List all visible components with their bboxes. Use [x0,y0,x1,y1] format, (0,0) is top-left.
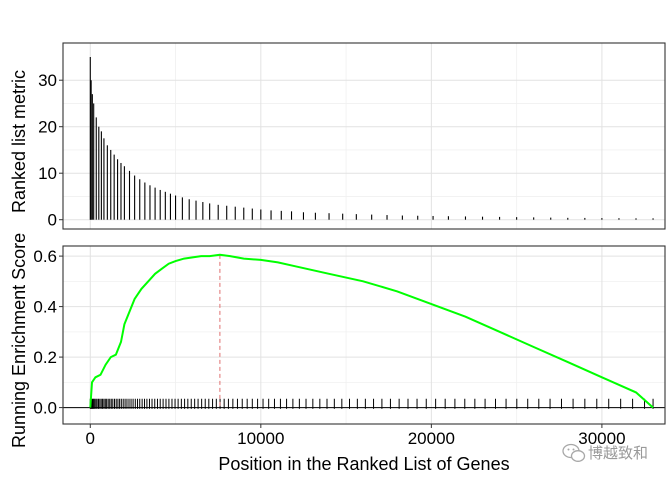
bottom-y-axis: 0.0 0.2 0.4 0.6 [33,247,63,418]
ranked-metric-panel: 0 10 20 30 [38,42,666,230]
y-tick-label: 10 [38,164,57,183]
x-axis: 0 10000 20000 30000 [86,424,626,448]
wechat-icon [562,443,586,462]
y-axis-title-top: Ranked list metric [9,70,29,213]
running-enrichment-line [89,253,654,409]
top-panel-grid [63,43,665,229]
y-tick-label: 0.6 [33,247,57,266]
bottom-panel-border [62,245,666,425]
y-tick-label: 20 [38,118,57,137]
watermark-text: 博越致和 [588,445,648,462]
top-panel-border [62,42,666,230]
x-tick-label: 0 [86,429,95,448]
y-tick-label: 0.2 [33,348,57,367]
y-tick-label: 30 [38,71,57,90]
x-tick-label: 20000 [408,429,455,448]
x-tick-label: 10000 [237,429,284,448]
y-tick-label: 0 [48,211,57,230]
y-tick-label: 0.0 [33,399,57,418]
ranked-metric-bars [89,56,654,220]
running-enrichment-panel: 0.0 0.2 0.4 0.6 [33,245,666,425]
y-axis-title-bottom: Running Enrichment Score [9,233,29,448]
top-panel-background [63,43,665,229]
y-tick-label: 0.4 [33,298,57,317]
top-y-axis: 0 10 20 30 [38,71,63,230]
bottom-panel-background [63,246,665,424]
watermark: 博越致和 [562,443,648,462]
x-tick-label: 30000 [578,429,625,448]
x-axis-title: Position in the Ranked List of Genes [218,454,509,474]
